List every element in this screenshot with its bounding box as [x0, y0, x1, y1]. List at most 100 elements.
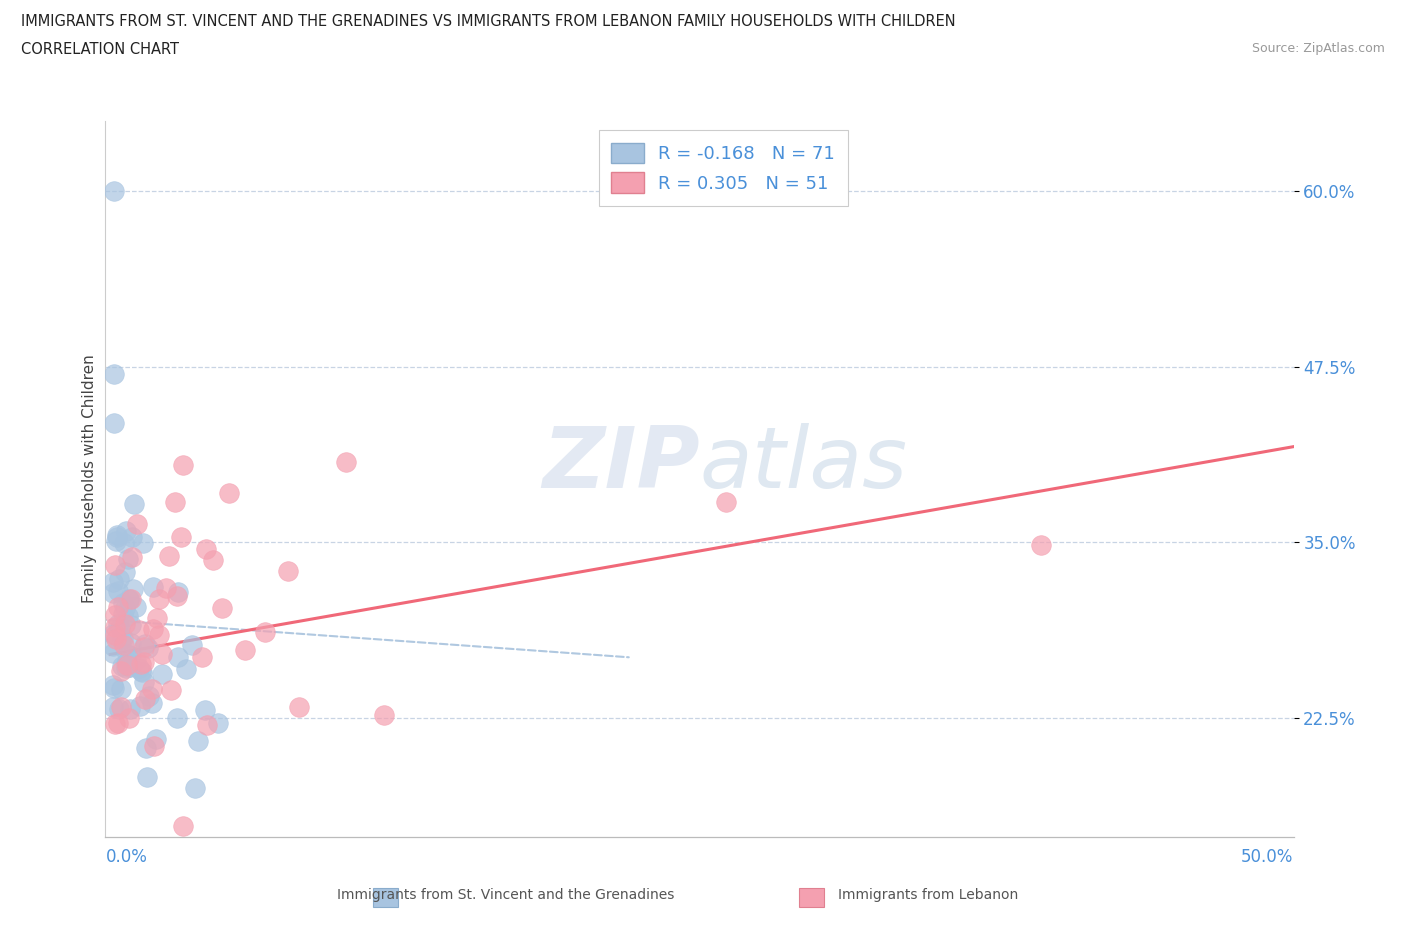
- Point: [167, 585, 190, 600]
- Point: [714, 495, 737, 510]
- Point: [155, 580, 177, 595]
- Point: [105, 529, 128, 544]
- Text: Source: ZipAtlas.com: Source: ZipAtlas.com: [1251, 42, 1385, 55]
- Point: [142, 579, 165, 594]
- Point: [254, 624, 277, 639]
- Text: CORRELATION CHART: CORRELATION CHART: [21, 42, 179, 57]
- Point: [103, 183, 125, 198]
- Point: [141, 682, 163, 697]
- Point: [165, 495, 187, 510]
- Point: [166, 589, 188, 604]
- Point: [105, 527, 128, 542]
- Point: [135, 770, 157, 785]
- Point: [120, 649, 142, 664]
- Text: IMMIGRANTS FROM ST. VINCENT AND THE GRENADINES VS IMMIGRANTS FROM LEBANON FAMILY: IMMIGRANTS FROM ST. VINCENT AND THE GREN…: [21, 14, 956, 29]
- Text: atlas: atlas: [700, 423, 907, 506]
- Point: [125, 653, 148, 668]
- Point: [104, 628, 127, 643]
- Point: [132, 674, 155, 689]
- Text: Immigrants from Lebanon: Immigrants from Lebanon: [838, 888, 1018, 902]
- Point: [128, 661, 150, 676]
- Point: [131, 536, 153, 551]
- Point: [104, 534, 127, 549]
- Point: [118, 659, 141, 674]
- Point: [129, 657, 152, 671]
- Point: [110, 700, 132, 715]
- Point: [172, 819, 194, 834]
- Point: [115, 655, 138, 670]
- Point: [117, 551, 139, 566]
- Point: [142, 621, 165, 636]
- Point: [107, 584, 129, 599]
- Point: [181, 638, 204, 653]
- Point: [112, 631, 135, 645]
- Point: [117, 591, 139, 606]
- Text: ZIP: ZIP: [541, 423, 700, 506]
- Point: [211, 600, 233, 615]
- Point: [114, 601, 136, 616]
- Point: [131, 664, 153, 679]
- Point: [118, 711, 141, 725]
- Legend: R = -0.168   N = 71, R = 0.305   N = 51: R = -0.168 N = 71, R = 0.305 N = 51: [599, 130, 848, 206]
- Point: [107, 617, 129, 631]
- Point: [104, 608, 127, 623]
- Point: [101, 677, 124, 692]
- Point: [207, 715, 229, 730]
- Point: [132, 640, 155, 655]
- Point: [104, 717, 127, 732]
- Point: [112, 536, 135, 551]
- Point: [114, 524, 136, 538]
- Point: [114, 617, 136, 631]
- Point: [277, 564, 299, 578]
- Point: [131, 665, 153, 680]
- Point: [129, 698, 152, 713]
- Point: [148, 591, 170, 606]
- Point: [174, 661, 197, 676]
- Point: [195, 717, 218, 732]
- Point: [167, 649, 190, 664]
- Point: [107, 715, 129, 730]
- Point: [124, 600, 146, 615]
- Point: [288, 699, 311, 714]
- Point: [120, 635, 142, 650]
- Point: [1031, 538, 1053, 552]
- Point: [373, 708, 395, 723]
- Point: [150, 646, 173, 661]
- Point: [108, 572, 131, 587]
- Point: [202, 552, 225, 567]
- Point: [101, 645, 124, 660]
- Point: [166, 711, 188, 725]
- Point: [117, 658, 139, 672]
- Point: [138, 689, 160, 704]
- Point: [120, 591, 142, 606]
- Point: [138, 641, 160, 656]
- Point: [159, 683, 181, 698]
- Point: [134, 692, 156, 707]
- Point: [120, 618, 142, 632]
- Point: [118, 592, 141, 607]
- Point: [107, 600, 129, 615]
- Point: [101, 639, 124, 654]
- Point: [104, 558, 127, 573]
- Point: [104, 619, 127, 634]
- Point: [195, 541, 218, 556]
- Point: [110, 663, 132, 678]
- Point: [127, 517, 149, 532]
- Point: [115, 661, 138, 676]
- Point: [117, 609, 139, 624]
- Point: [121, 581, 143, 596]
- Point: [150, 667, 173, 682]
- Point: [143, 738, 166, 753]
- Point: [101, 627, 124, 642]
- Point: [121, 530, 143, 545]
- Point: [108, 702, 131, 717]
- Point: [112, 595, 135, 610]
- Point: [101, 699, 124, 714]
- Point: [101, 585, 124, 600]
- Point: [108, 620, 131, 635]
- Point: [103, 366, 125, 381]
- Point: [111, 659, 134, 674]
- Point: [112, 606, 135, 621]
- Point: [141, 696, 163, 711]
- Point: [184, 780, 207, 795]
